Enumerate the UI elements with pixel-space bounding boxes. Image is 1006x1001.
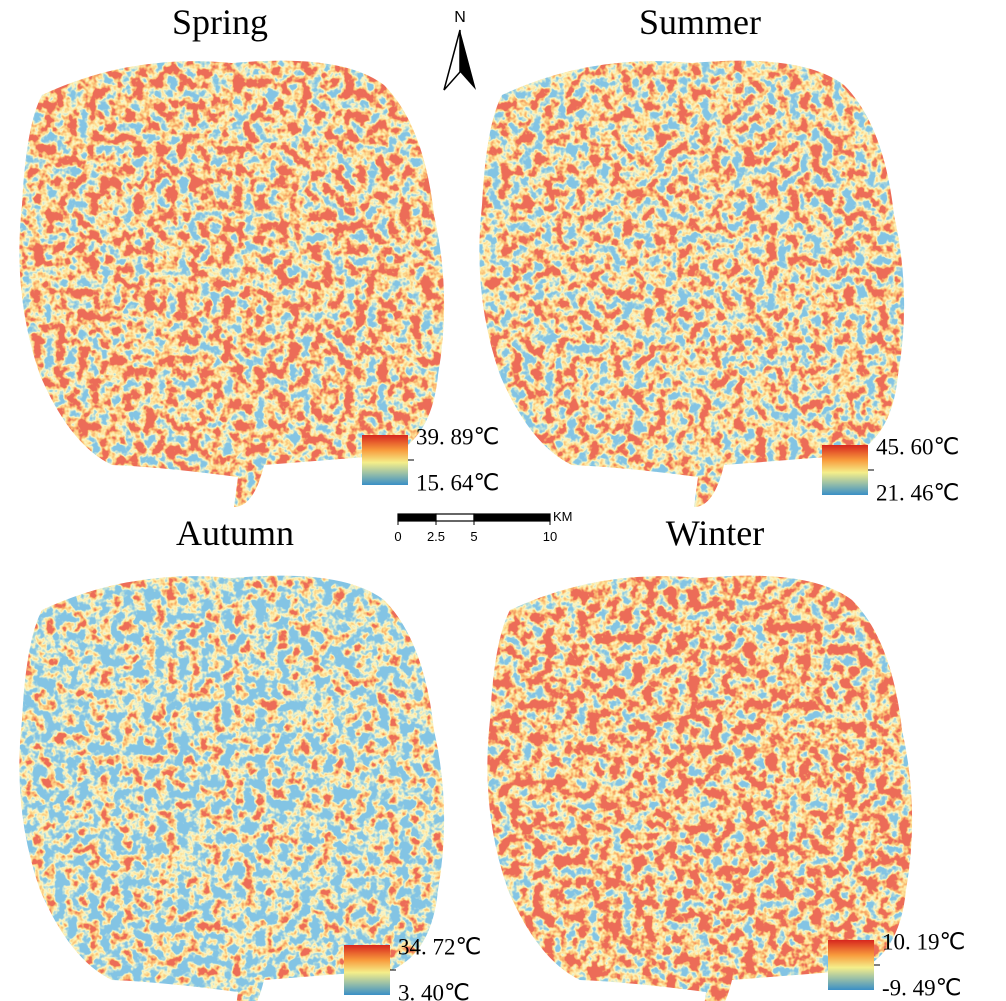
north-label: N bbox=[454, 9, 466, 26]
scale-bar: 0 2.5 5 10 KM bbox=[394, 509, 572, 544]
map-title: Spring bbox=[172, 2, 268, 42]
scale-tick-label: 5 bbox=[470, 529, 477, 544]
map-panel: Autumn 34. 72℃ 3. 40℃ bbox=[12, 513, 481, 1001]
scale-unit: KM bbox=[553, 509, 573, 524]
legend-max: 34. 72℃ bbox=[398, 934, 481, 959]
figure: N 0 2.5 5 10 KM Spring 39. 89℃ 15. 64℃ Summer 45… bbox=[0, 0, 1006, 1001]
lst-map bbox=[480, 560, 930, 1001]
legend-max: 45. 60℃ bbox=[876, 434, 959, 459]
map-title: Winter bbox=[666, 513, 765, 553]
legend-max: 39. 89℃ bbox=[416, 424, 499, 449]
arrow-right bbox=[460, 30, 476, 90]
scale-segment bbox=[436, 514, 474, 521]
legend-min: 21. 46℃ bbox=[876, 480, 959, 505]
arrow-left bbox=[444, 30, 460, 90]
map-title: Summer bbox=[639, 2, 761, 42]
north-arrow: N bbox=[444, 9, 476, 90]
scale-tick-label: 2.5 bbox=[427, 529, 445, 544]
scale-segment bbox=[398, 514, 436, 521]
legend-ramp bbox=[822, 445, 868, 495]
legend-ramp bbox=[344, 945, 390, 995]
legend-min: 3. 40℃ bbox=[398, 980, 470, 1001]
lst-map bbox=[12, 560, 462, 1001]
legend-ramp bbox=[362, 435, 408, 485]
scale-segment bbox=[474, 514, 550, 521]
map-panel: Summer 45. 60℃ 21. 46℃ bbox=[472, 2, 959, 515]
legend-ramp bbox=[828, 940, 874, 990]
scale-tick-label: 0 bbox=[394, 529, 401, 544]
legend-max: 10. 19℃ bbox=[882, 929, 965, 954]
map-panel: Spring 39. 89℃ 15. 64℃ bbox=[12, 2, 499, 515]
map-title: Autumn bbox=[176, 513, 294, 553]
lst-map bbox=[472, 45, 922, 515]
legend-min: 15. 64℃ bbox=[416, 470, 499, 495]
scale-tick-label: 10 bbox=[543, 529, 557, 544]
legend-min: -9. 49℃ bbox=[882, 975, 962, 1000]
map-panel: Winter 10. 19℃ -9. 49℃ bbox=[480, 513, 965, 1001]
